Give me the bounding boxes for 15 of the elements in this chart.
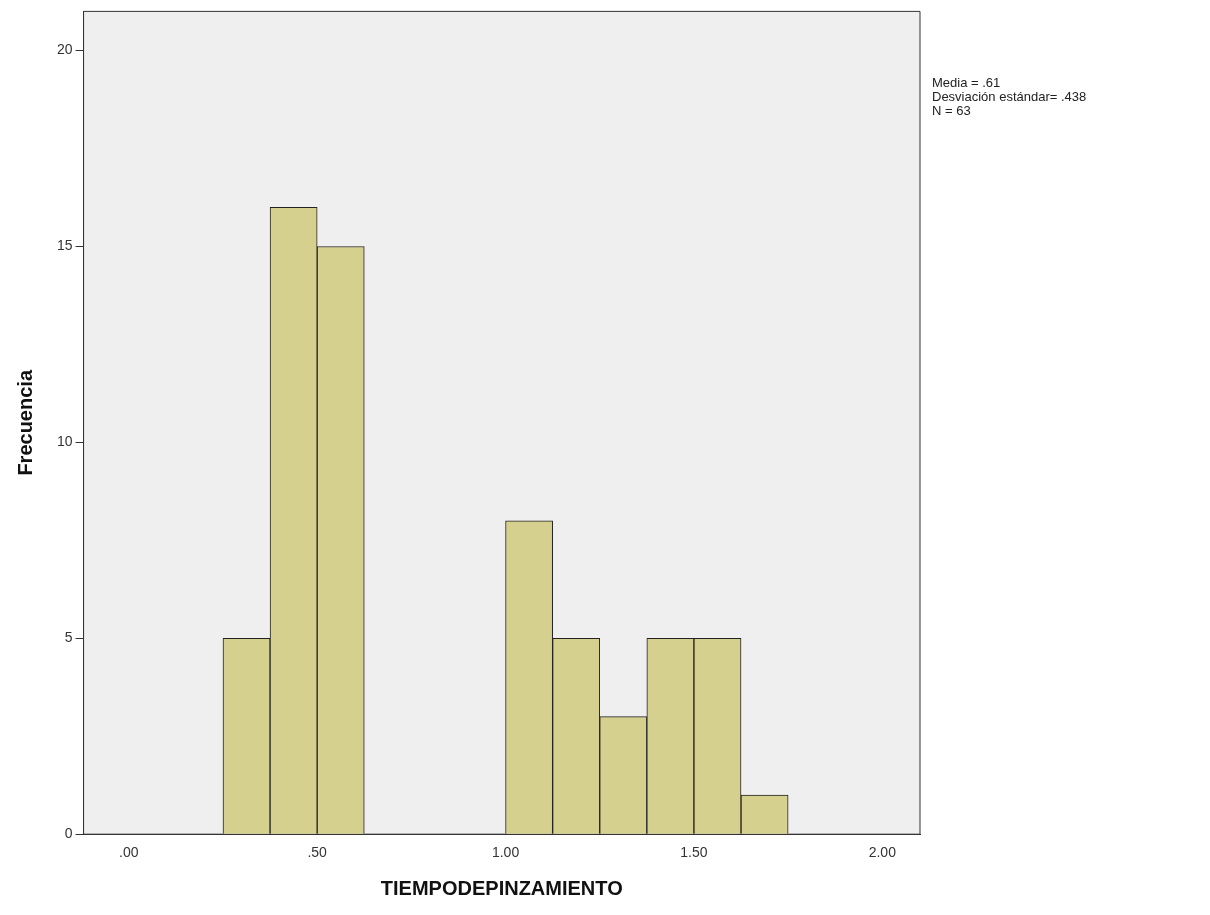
text: Desviación estándar= .438 xyxy=(932,89,1087,104)
text: Media = .61 xyxy=(932,75,1002,90)
y-axis-title: Frecuencia xyxy=(13,369,36,476)
y-tick-label: 20 xyxy=(56,41,73,58)
y-tick-label: 0 xyxy=(64,825,73,842)
y-tick-label: 5 xyxy=(64,629,73,646)
text: N = 63 xyxy=(932,103,972,118)
y-tick-label: 15 xyxy=(56,237,73,254)
x-tick-label: .00 xyxy=(119,844,139,861)
x-axis-title: TIEMPODEPINZAMIENTO xyxy=(380,876,623,899)
x-tick-label: 1.00 xyxy=(491,844,520,861)
y-tick-label: 10 xyxy=(56,433,73,450)
x-tick-label: .50 xyxy=(307,844,328,861)
x-tick-label: 1.50 xyxy=(680,844,708,861)
x-tick-label: 2.00 xyxy=(868,844,897,861)
